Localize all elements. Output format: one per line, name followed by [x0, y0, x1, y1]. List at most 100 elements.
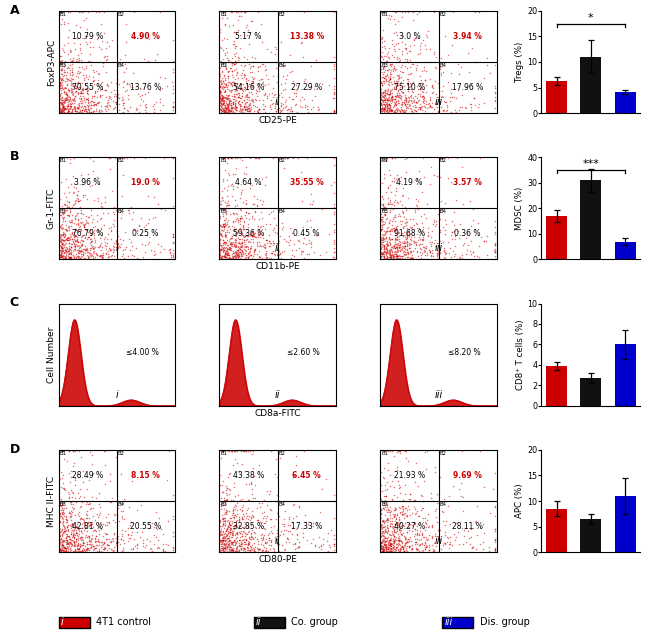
- Point: [236, 11, 246, 21]
- Point: [378, 97, 388, 107]
- Point: [404, 252, 415, 263]
- Point: [419, 97, 429, 107]
- Point: [376, 232, 386, 242]
- Point: [378, 204, 389, 214]
- Point: [380, 247, 390, 258]
- Point: [308, 518, 318, 529]
- Point: [453, 527, 463, 537]
- Point: [490, 229, 501, 239]
- Point: [111, 236, 121, 246]
- Point: [247, 67, 257, 77]
- Point: [461, 537, 471, 548]
- Point: [72, 236, 82, 246]
- Point: [60, 536, 71, 546]
- Point: [490, 543, 501, 553]
- Point: [229, 65, 239, 75]
- Point: [129, 225, 139, 235]
- Point: [67, 519, 77, 529]
- Point: [387, 199, 398, 209]
- Point: [86, 534, 96, 544]
- Point: [385, 244, 396, 254]
- Point: [389, 212, 400, 223]
- Point: [233, 99, 244, 109]
- Text: 59.36 %: 59.36 %: [233, 230, 265, 238]
- Point: [411, 81, 422, 91]
- Point: [57, 82, 68, 92]
- Point: [237, 88, 248, 98]
- Point: [376, 90, 386, 100]
- Point: [271, 63, 281, 73]
- Point: [54, 484, 64, 494]
- Point: [228, 512, 239, 522]
- Point: [90, 88, 100, 98]
- Point: [216, 95, 226, 106]
- Text: 35.55 %: 35.55 %: [290, 178, 324, 187]
- Point: [227, 540, 238, 550]
- Point: [379, 104, 389, 114]
- Point: [389, 239, 400, 249]
- Point: [262, 252, 272, 262]
- Point: [237, 535, 247, 545]
- Point: [432, 253, 443, 263]
- Point: [384, 43, 395, 53]
- Point: [64, 232, 75, 242]
- Point: [58, 75, 68, 85]
- Point: [168, 97, 179, 107]
- Point: [232, 252, 242, 262]
- Point: [245, 446, 255, 456]
- Point: [222, 523, 232, 534]
- Point: [427, 521, 437, 531]
- Point: [470, 100, 480, 110]
- Text: B1: B1: [220, 451, 228, 456]
- Point: [234, 546, 244, 556]
- Point: [82, 513, 92, 523]
- Point: [390, 7, 400, 17]
- Point: [151, 506, 162, 516]
- Point: [92, 172, 103, 182]
- Point: [217, 98, 228, 108]
- Point: [56, 511, 66, 521]
- Point: [235, 244, 246, 254]
- Point: [121, 19, 131, 29]
- Point: [242, 503, 253, 513]
- Point: [56, 504, 66, 515]
- Point: [57, 228, 68, 238]
- Point: [86, 60, 96, 71]
- Point: [409, 105, 419, 115]
- Point: [223, 522, 233, 532]
- Point: [396, 254, 407, 264]
- Point: [382, 95, 393, 106]
- Point: [70, 539, 80, 549]
- Point: [398, 221, 409, 231]
- Point: [421, 212, 432, 223]
- Point: [258, 59, 268, 69]
- Point: [72, 237, 83, 247]
- Point: [242, 495, 253, 505]
- Point: [84, 536, 95, 546]
- Point: [310, 541, 320, 551]
- Point: [447, 92, 457, 102]
- Point: [148, 101, 158, 111]
- Point: [377, 235, 387, 245]
- Point: [55, 523, 66, 534]
- Point: [228, 543, 239, 553]
- Point: [224, 237, 234, 247]
- Point: [390, 534, 400, 544]
- Point: [122, 79, 133, 89]
- Point: [391, 186, 401, 196]
- Point: [73, 219, 83, 230]
- Point: [118, 97, 128, 107]
- Point: [376, 244, 386, 254]
- Point: [232, 83, 242, 93]
- Point: [59, 103, 70, 113]
- Point: [272, 490, 282, 500]
- Point: [421, 242, 431, 252]
- Point: [387, 66, 398, 76]
- Text: B2: B2: [118, 158, 125, 163]
- Point: [455, 252, 465, 262]
- Text: i: i: [115, 536, 118, 546]
- Point: [54, 100, 64, 111]
- Point: [67, 202, 77, 212]
- Point: [385, 74, 395, 84]
- Point: [77, 105, 87, 115]
